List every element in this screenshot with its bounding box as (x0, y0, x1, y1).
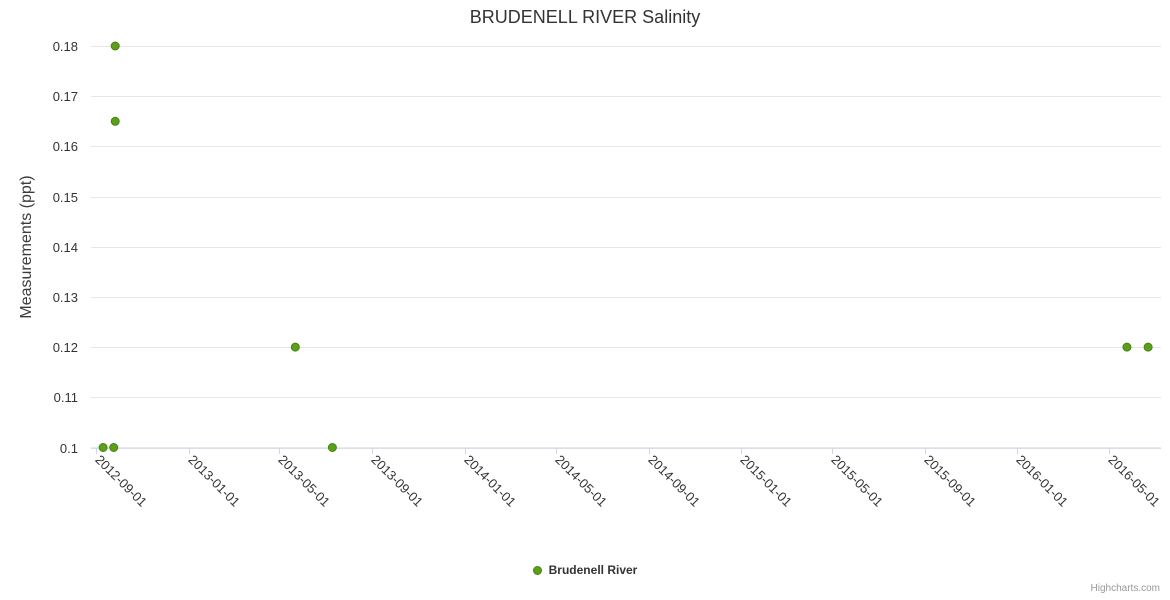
y-tick-label: 0.16 (53, 139, 78, 154)
legend: Brudenell River (0, 563, 1170, 577)
y-tick-label: 0.12 (53, 340, 78, 355)
data-point[interactable] (98, 443, 108, 452)
data-point[interactable] (1122, 342, 1132, 352)
y-tick-label: 0.11 (54, 390, 78, 405)
y-tick-label: 0.18 (53, 39, 78, 54)
x-tick-label: 2014-01-01 (461, 452, 519, 510)
x-tick-label: 2015-01-01 (737, 452, 795, 510)
legend-item-brudenell-river[interactable]: Brudenell River (532, 563, 638, 577)
data-point[interactable] (110, 41, 120, 51)
y-tick-label: 0.14 (53, 240, 78, 255)
y-tick-label: 0.15 (53, 190, 78, 205)
x-tick-label: 2016-05-01 (1105, 452, 1163, 510)
x-tick-label: 2013-05-01 (275, 452, 333, 510)
data-point[interactable] (1143, 342, 1153, 352)
x-tick-label: 2013-01-01 (185, 452, 243, 510)
legend-series-label: Brudenell River (548, 563, 638, 577)
x-tick-label: 2013-09-01 (368, 452, 426, 510)
data-point[interactable] (327, 443, 337, 452)
x-tick-label: 2016-01-01 (1013, 452, 1071, 510)
y-tick-label: 0.1 (60, 441, 78, 456)
legend-marker-icon (532, 565, 542, 575)
highcharts-credit-link[interactable]: Highcharts.com (1090, 583, 1160, 594)
y-tick-label: 0.13 (53, 290, 78, 305)
data-point[interactable] (110, 116, 120, 126)
chart-title: BRUDENELL RIVER Salinity (469, 7, 701, 27)
x-tick-label: 2012-09-01 (92, 452, 150, 510)
data-point[interactable] (109, 443, 119, 452)
y-tick-label: 0.17 (53, 89, 78, 104)
x-tick-label: 2014-05-01 (552, 452, 610, 510)
x-tick-label: 2015-05-01 (828, 452, 886, 510)
data-point[interactable] (290, 342, 300, 352)
x-tick-label: 2015-09-01 (921, 452, 979, 510)
x-tick-label: 2014-09-01 (645, 452, 703, 510)
